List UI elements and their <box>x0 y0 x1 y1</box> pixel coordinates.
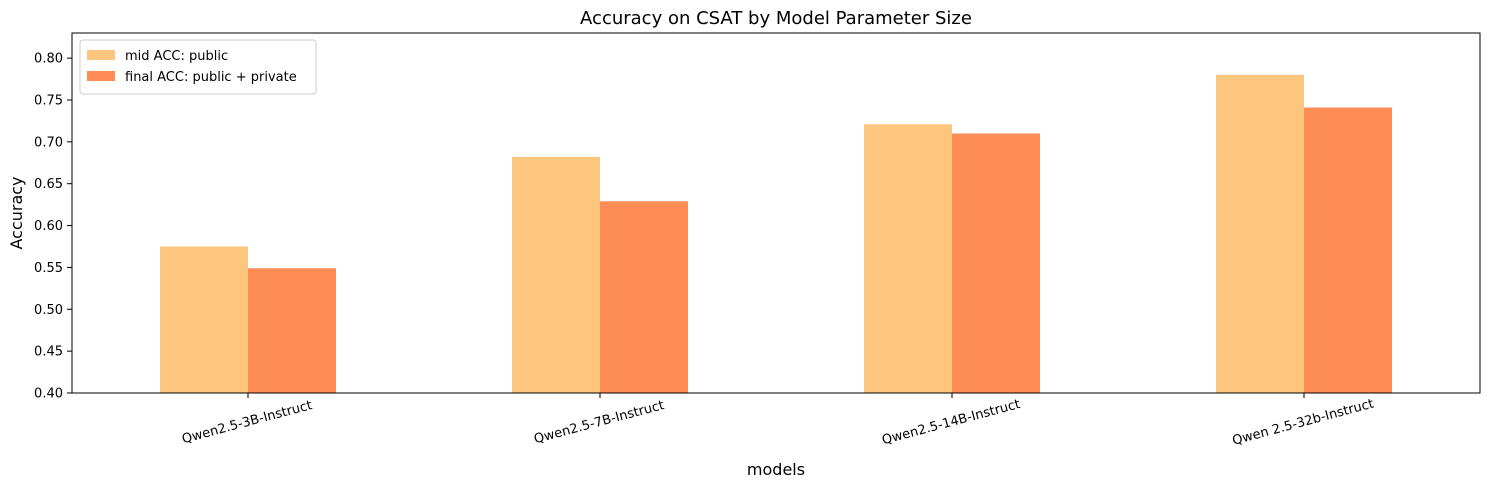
bar-final-acc-2 <box>600 201 688 393</box>
y-tick-label: 0.65 <box>34 177 63 192</box>
x-axis-label: models <box>747 460 805 479</box>
y-tick-label: 0.75 <box>34 93 63 108</box>
bar-mid-acc-2 <box>512 156 600 393</box>
y-tick-label: 0.80 <box>34 52 63 67</box>
y-axis-label: Accuracy <box>7 176 26 249</box>
legend: mid ACC: public final ACC: public + priva… <box>79 39 317 95</box>
legend-label: final ACC: public + private <box>125 70 297 85</box>
plot-frame <box>71 32 1481 394</box>
bar-mid-acc-1 <box>160 246 248 393</box>
y-tick-label: 0.70 <box>34 135 63 150</box>
x-tick-label: Qwen2.5-3B-Instruct <box>180 398 313 447</box>
bar-mid-acc-4 <box>1216 74 1304 393</box>
bar-final-acc-3 <box>952 133 1040 393</box>
chart-title: Accuracy on CSAT by Model Parameter Size <box>580 8 972 29</box>
bar-final-acc-4 <box>1304 107 1392 393</box>
y-tick-label: 0.50 <box>34 303 63 318</box>
bar-mid-acc-3 <box>864 124 952 394</box>
y-tick-label: 0.45 <box>34 345 63 360</box>
legend-box <box>79 39 317 95</box>
y-tick-label: 0.60 <box>34 219 63 234</box>
x-tick-label: Qwen2.5-14B-Instruct <box>880 397 1021 448</box>
legend-swatch <box>87 71 115 81</box>
bar-final-acc-1 <box>248 268 336 393</box>
x-tick-label: Qwen 2.5-32b-Instruct <box>1231 396 1376 448</box>
y-tick-label: 0.55 <box>34 261 63 276</box>
y-tick-label: 0.40 <box>34 387 63 402</box>
legend-label: mid ACC: public <box>125 49 228 64</box>
bars-layer <box>160 74 1392 394</box>
legend-swatch <box>87 50 115 60</box>
x-tick-label: Qwen2.5-7B-Instruct <box>532 398 665 447</box>
